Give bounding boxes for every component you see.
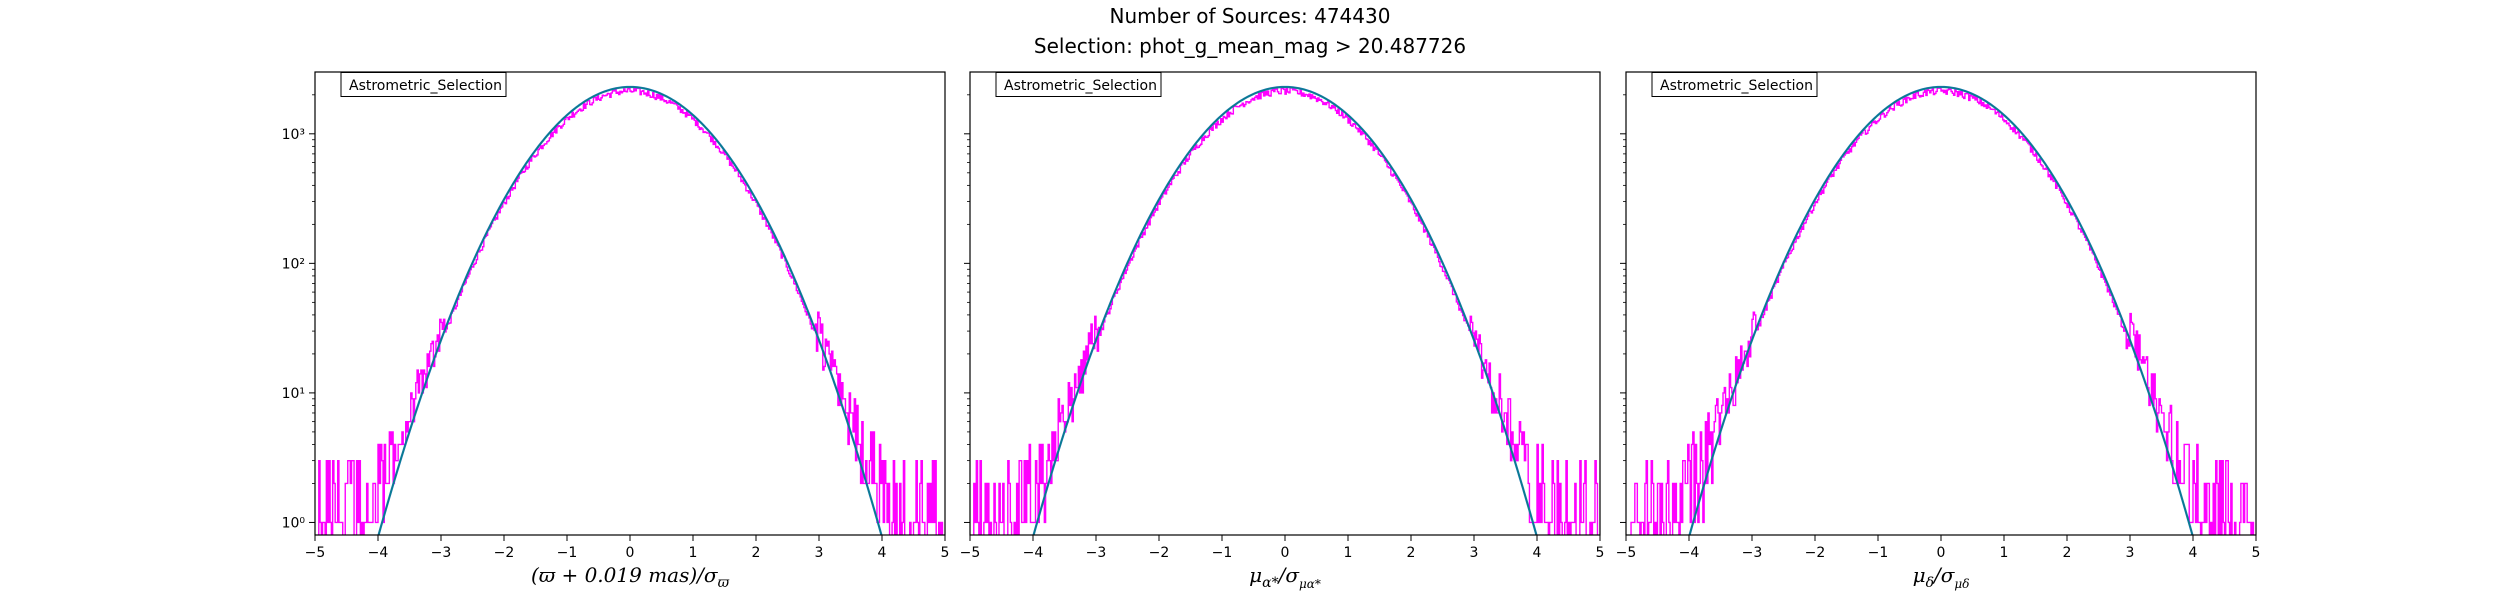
- histogram-series: [318, 87, 944, 535]
- y-tick-label: 10²: [282, 256, 305, 272]
- axes-frame: [1625, 71, 2257, 536]
- histogram-series: [1630, 87, 2255, 535]
- x-tick-label: −1: [557, 545, 578, 561]
- x-tick-label: −4: [1679, 545, 1700, 561]
- legend-box: [995, 72, 1162, 97]
- x-tick-label: 5: [1596, 545, 1605, 561]
- x-tick-label: 0: [626, 545, 635, 561]
- model-curve: [377, 85, 883, 535]
- x-tick-label: −5: [960, 545, 981, 561]
- y-tick-label: 10³: [282, 127, 305, 143]
- x-tick-label: −2: [1805, 545, 1826, 561]
- x-tick-label: 2: [2063, 545, 2072, 561]
- x-tick-label: 5: [2252, 545, 2261, 561]
- x-axis-label: μδ/σμδ: [1913, 563, 1970, 591]
- legend-label: Astrometric_Selection: [1004, 78, 1157, 94]
- x-tick-label: 0: [1281, 545, 1290, 561]
- model-curve: [1688, 85, 2194, 535]
- x-tick-label: −2: [494, 545, 515, 561]
- plot-area: [973, 85, 1599, 535]
- x-tick-label: −3: [1086, 545, 1107, 561]
- x-tick-label: 3: [2126, 545, 2135, 561]
- legend-label: Astrometric_Selection: [1660, 78, 1813, 94]
- legend: Astrometric_Selection: [340, 72, 507, 97]
- x-tick-label: −1: [1868, 545, 1889, 561]
- legend-label: Astrometric_Selection: [349, 78, 502, 94]
- x-tick-label: 1: [2000, 545, 2009, 561]
- figure-title-sources: Number of Sources: 474430: [1109, 4, 1391, 28]
- x-tick-label: −4: [368, 545, 389, 561]
- x-axis-label: μα*/σμα*: [1249, 563, 1321, 591]
- x-tick-label: 1: [1344, 545, 1353, 561]
- model-curve: [1032, 85, 1538, 535]
- model-curve-overlay: [377, 86, 883, 535]
- x-tick-label: 1: [689, 545, 698, 561]
- panel-pmdec: −5 −4 −3 −2 −1 0 1 2 3 4 5 Astrometric_Selection μδ/…: [1616, 71, 2261, 591]
- legend: Astrometric_Selection: [995, 72, 1162, 97]
- y-tick-label: 10⁰: [282, 515, 306, 531]
- figure-title-selection: Selection: phot_g_mean_mag > 20.487726: [1033, 34, 1467, 58]
- x-tick-label: 2: [752, 545, 761, 561]
- axes-frame: [969, 71, 1601, 536]
- model-curve-overlay: [1688, 86, 2194, 535]
- x-tick-label: −1: [1212, 545, 1233, 561]
- x-tick-label: −2: [1149, 545, 1170, 561]
- x-tick-label: 2: [1407, 545, 1416, 561]
- x-tick-label: −3: [1742, 545, 1763, 561]
- x-tick-label: 0: [1937, 545, 1946, 561]
- x-tick-label: 4: [878, 545, 887, 561]
- x-tick-label: 3: [815, 545, 824, 561]
- panel-parallax: −5 −4 −3 −2 −1 0 1 2 3 4 5 10⁰ 10¹ 10² 10³ Astrometric_…: [282, 71, 950, 591]
- axes-frame: [314, 71, 946, 536]
- x-tick-label: −3: [431, 545, 452, 561]
- plot-area: [1630, 85, 2255, 535]
- model-curve-overlay: [1032, 86, 1538, 535]
- x-tick-label: 4: [1533, 545, 1542, 561]
- plot-area: [318, 85, 944, 535]
- x-tick-label: −5: [305, 545, 326, 561]
- panel-pmra: −5 −4 −3 −2 −1 0 1 2 3 4 5 Astrometric_Selection μα*…: [960, 71, 1605, 591]
- legend: Astrometric_Selection: [1651, 72, 1818, 97]
- x-axis-label: (ϖ + 0.019 mas)/σϖ: [531, 563, 730, 591]
- x-tick-label: 5: [941, 545, 950, 561]
- y-tick-label: 10¹: [282, 386, 305, 402]
- x-tick-label: −4: [1023, 545, 1044, 561]
- x-tick-label: 3: [1470, 545, 1479, 561]
- legend-box: [340, 72, 507, 97]
- histogram-series: [973, 86, 1599, 535]
- legend-box: [1651, 72, 1818, 97]
- x-tick-label: −5: [1616, 545, 1637, 561]
- x-tick-label: 4: [2189, 545, 2198, 561]
